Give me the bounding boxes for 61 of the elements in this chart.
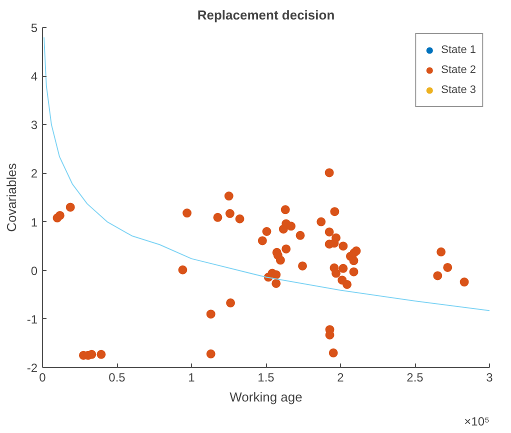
point xyxy=(272,270,281,280)
legend-label: State 2 xyxy=(441,63,476,77)
x-tick-label: 2.5 xyxy=(406,370,424,384)
point xyxy=(324,227,334,236)
point xyxy=(328,348,338,358)
point xyxy=(280,205,290,214)
point xyxy=(338,242,348,251)
point xyxy=(436,247,446,256)
point xyxy=(433,271,442,280)
y-tick-label: -1 xyxy=(26,312,38,326)
legend-label: State 1 xyxy=(441,43,476,57)
point xyxy=(206,349,216,358)
point xyxy=(282,244,291,254)
x-tick-label: 0 xyxy=(39,370,46,384)
point xyxy=(298,261,308,270)
point xyxy=(276,256,285,265)
point xyxy=(349,267,358,276)
point xyxy=(296,230,305,240)
point xyxy=(224,192,234,201)
point xyxy=(316,217,326,226)
point xyxy=(338,264,348,273)
point xyxy=(178,265,188,274)
y-tick-label: 2 xyxy=(30,166,38,181)
y-tick-label: 1 xyxy=(30,215,38,230)
point xyxy=(225,209,234,218)
point xyxy=(235,214,244,224)
y-tick-label: 0 xyxy=(30,264,38,278)
chart-title: Replacement decision xyxy=(197,8,335,22)
x-tick-label: 2 xyxy=(337,370,344,384)
point xyxy=(349,256,358,266)
point xyxy=(96,350,106,359)
point xyxy=(272,278,281,288)
point xyxy=(443,262,452,272)
point xyxy=(206,310,216,319)
point xyxy=(55,210,64,220)
point xyxy=(330,207,340,216)
point xyxy=(286,222,296,231)
x-axis-title: Working age xyxy=(230,390,302,404)
point xyxy=(262,227,272,236)
point xyxy=(324,168,334,178)
line-series xyxy=(43,36,490,312)
y-tick-label: 4 xyxy=(30,70,38,84)
y-tick-label: 3 xyxy=(30,118,38,132)
text: ×10⁵ xyxy=(464,414,490,428)
y-tick-label: -2 xyxy=(26,361,38,375)
x-tick-label: 3 xyxy=(486,370,494,384)
x-tick-label: 1 xyxy=(188,370,196,384)
point xyxy=(226,298,236,308)
point xyxy=(342,280,352,289)
y-tick-label: 5 xyxy=(30,21,38,35)
x-tick-label: 1.5 xyxy=(258,370,275,384)
point xyxy=(278,224,288,234)
x-tick-label: 0.5 xyxy=(108,370,126,384)
point xyxy=(460,278,469,287)
point xyxy=(182,208,192,218)
point xyxy=(66,202,75,212)
point xyxy=(258,236,267,246)
y-axis-title: Covariables xyxy=(4,162,19,232)
point xyxy=(213,212,222,222)
point xyxy=(332,268,341,278)
legend-label: State 3 xyxy=(441,83,476,97)
